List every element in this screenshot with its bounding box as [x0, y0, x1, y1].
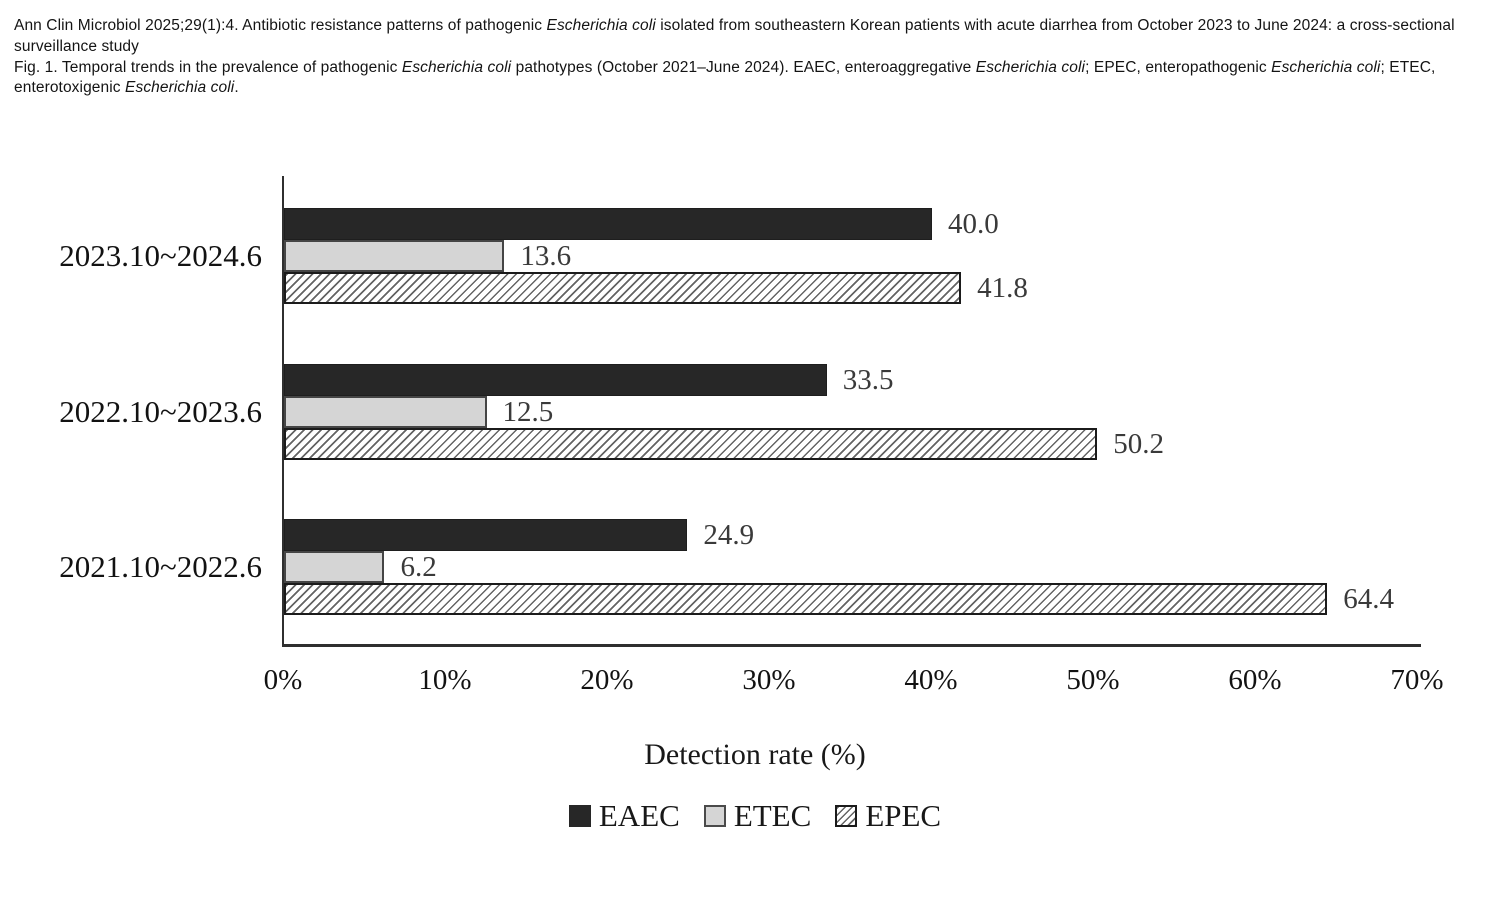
- x-axis-title: Detection rate (%): [644, 738, 866, 771]
- figure-header: Ann Clin Microbiol 2025;29(1):4. Antibio…: [14, 16, 1488, 99]
- x-tick-label: 50%: [1066, 664, 1120, 696]
- citation-text-cont: isolated from southeastern Korean patien…: [14, 17, 1455, 55]
- caption-species-italic-4: Escherichia coli: [125, 79, 235, 97]
- x-axis-line: [282, 644, 1421, 647]
- y-axis-line: [282, 176, 284, 647]
- x-tick-label: 0%: [263, 664, 303, 696]
- caption-species-italic-3: Escherichia coli: [1271, 58, 1381, 76]
- x-tick-label: 10%: [418, 664, 472, 696]
- value-label: 33.5: [842, 363, 894, 396]
- bar-eaec: [284, 363, 827, 396]
- value-label: 24.9: [703, 519, 755, 552]
- caption-text-4: ; ETEC, enterotoxigenic: [14, 58, 1436, 97]
- x-tick-label: 20%: [580, 664, 634, 696]
- caption-text-2: pathotypes (October 2021–June 2024). EAE…: [511, 58, 976, 76]
- bar-eaec: [284, 519, 688, 552]
- citation-species-italic: Escherichia coli: [546, 17, 656, 34]
- bar-epec: [284, 427, 1098, 460]
- legend-item-etec: ETEC: [703, 798, 812, 834]
- bar-eaec: [284, 207, 932, 240]
- legend-swatch-etec: [703, 805, 726, 827]
- bar-etec: [284, 395, 487, 428]
- legend-label-eaec: EAEC: [598, 798, 680, 833]
- legend-label-epec: EPEC: [865, 798, 942, 833]
- legend-swatch-epec: [835, 805, 858, 827]
- x-tick-label: 70%: [1390, 664, 1444, 696]
- caption-text-3: ; EPEC, enteropathogenic: [1085, 58, 1272, 76]
- value-label: 13.6: [520, 239, 572, 272]
- citation-line: Ann Clin Microbiol 2025;29(1):4. Antibio…: [14, 16, 1488, 58]
- legend-label-etec: ETEC: [733, 798, 812, 833]
- caption-text: Fig. 1. Temporal trends in the prevalenc…: [14, 58, 402, 76]
- bar-epec: [284, 271, 962, 304]
- x-tick-label: 30%: [742, 664, 796, 696]
- citation-text: Ann Clin Microbiol 2025;29(1):4. Antibio…: [14, 17, 547, 34]
- caption-species-italic: Escherichia coli: [401, 58, 512, 76]
- x-tick-label: 60%: [1228, 664, 1282, 696]
- value-label: 64.4: [1343, 583, 1395, 616]
- category-label: 2021.10~2022.6: [59, 549, 262, 585]
- caption-species-italic-2: Escherichia coli: [975, 58, 1086, 76]
- bar-etec: [284, 551, 385, 584]
- legend-item-epec: EPEC: [835, 798, 941, 834]
- value-label: 6.2: [400, 551, 437, 584]
- chart-legend: EAEC ETEC EPEC: [0, 796, 1500, 836]
- legend-item-eaec: EAEC: [568, 798, 680, 834]
- x-tick-label: 40%: [904, 664, 958, 696]
- legend-swatch-eaec: [568, 805, 591, 827]
- category-label: 2022.10~2023.6: [59, 393, 262, 429]
- value-label: 12.5: [502, 395, 554, 428]
- figure-caption-line: Fig. 1. Temporal trends in the prevalenc…: [14, 58, 1488, 100]
- caption-text-5: .: [234, 79, 239, 97]
- bar-epec: [284, 583, 1328, 616]
- bar-etec: [284, 239, 505, 272]
- value-label: 41.8: [977, 271, 1028, 304]
- value-label: 40.0: [948, 207, 999, 240]
- category-label: 2023.10~2024.6: [59, 237, 262, 273]
- value-label: 50.2: [1113, 427, 1164, 460]
